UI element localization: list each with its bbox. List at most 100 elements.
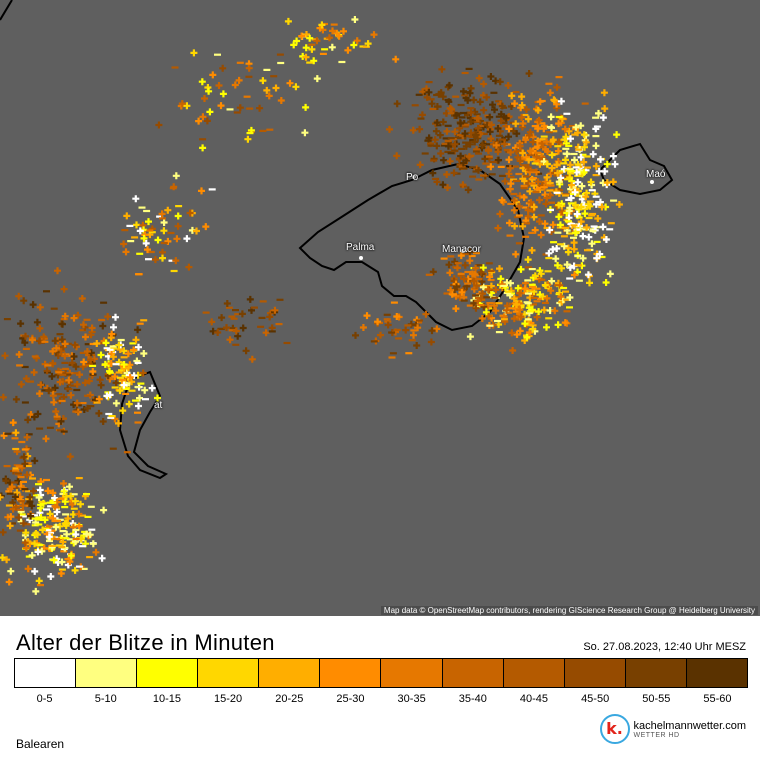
place-label-mao: Maó [646, 169, 666, 180]
lightning-strike [581, 210, 589, 218]
lightning-strike [190, 49, 198, 57]
lightning-strike [457, 252, 465, 260]
lightning-strike [501, 140, 508, 148]
lightning-strike [39, 526, 47, 534]
lightning-strike [478, 141, 486, 149]
lightning-strike [259, 77, 267, 85]
lightning-strike [402, 326, 410, 334]
lightning-strike [558, 264, 565, 272]
lightning-strikes [0, 16, 623, 595]
lightning-strike [550, 96, 558, 104]
lightning-strike [467, 129, 475, 137]
lightning-strike [553, 245, 561, 252]
legend-label: 50-55 [642, 693, 671, 705]
lightning-strike [33, 318, 41, 326]
lightning-strike [485, 312, 493, 320]
legend-label: 10-15 [152, 693, 181, 705]
lightning-strike [42, 435, 50, 443]
lightning-strike [444, 142, 452, 150]
lightning-strike [565, 127, 573, 135]
lightning-strike [95, 409, 103, 417]
lightning-strike [509, 347, 517, 354]
lightning-strike [515, 202, 523, 210]
lightning-strike [482, 308, 490, 316]
lightning-strike [431, 136, 439, 144]
lightning-strike [522, 106, 530, 113]
lightning-strike [63, 519, 70, 527]
lightning-strike [571, 271, 578, 279]
lightning-strike [364, 40, 372, 48]
lightning-strike [202, 223, 210, 231]
lightning-strike [542, 200, 550, 208]
lightning-strike [111, 373, 119, 381]
lightning-strike [170, 183, 178, 191]
lightning-strike [15, 351, 23, 358]
lightning-strike [141, 386, 149, 394]
lightning-strike [298, 32, 306, 40]
lightning-strike [528, 246, 536, 254]
lightning-strike [151, 256, 159, 264]
lightning-strike [7, 513, 15, 521]
lightning-strike [432, 127, 440, 135]
lightning-strike [464, 96, 472, 104]
lightning-strike [427, 338, 435, 346]
lightning-strike [130, 346, 138, 354]
lightning-strike [524, 256, 532, 264]
map-attribution: Map data © OpenStreetMap contributors, r… [380, 606, 758, 615]
lightning-strike [522, 136, 530, 144]
lightning-strike [609, 178, 617, 186]
lightning-strike [505, 156, 513, 164]
lightning-strike [223, 324, 230, 332]
lightning-strike [54, 267, 61, 275]
lightning-strike [428, 327, 436, 335]
lightning-strike [521, 177, 529, 185]
lightning-strike [465, 153, 473, 161]
lightning-strike [513, 147, 520, 155]
lightning-strike [57, 570, 65, 577]
legend-swatch [198, 659, 260, 687]
lightning-strike [160, 219, 168, 226]
lightning-strike [476, 98, 484, 106]
lightning-strike [37, 381, 45, 389]
legend-panel: Alter der Blitze in Minuten So. 27.08.20… [0, 616, 760, 760]
lightning-strike [486, 128, 494, 136]
lightning-strike [504, 82, 512, 89]
lightning-strike [183, 102, 191, 110]
coastline-corner [0, 0, 13, 21]
lightning-strike [505, 125, 513, 133]
lightning-strike [142, 239, 150, 247]
lightning-strike [470, 277, 478, 285]
lightning-strike [571, 156, 578, 164]
lightning-strike [262, 329, 270, 337]
lightning-strike [75, 510, 83, 518]
lightning-strike [567, 135, 574, 143]
brand-logo[interactable]: k. kachelmannwetter.com WETTER HD [599, 713, 746, 745]
lightning-strike [528, 175, 536, 183]
lightning-strike [535, 116, 543, 124]
lightning-strike [553, 161, 561, 169]
lightning-strike [126, 373, 134, 381]
lightning-strike [554, 147, 562, 155]
lightning-strike [534, 106, 542, 114]
lightning-strike [47, 573, 55, 580]
lightning-strike [71, 566, 79, 574]
lightning-strike [416, 125, 424, 133]
lightning-strike [87, 331, 95, 339]
lightning-strike [479, 264, 487, 272]
lightning-strike [63, 530, 71, 538]
lightning-strike [566, 161, 574, 169]
lightning-strike [112, 379, 120, 387]
lightning-map[interactable]: Palma Po Manacor Maó at Map data © OpenS… [0, 0, 760, 616]
lightning-strike [466, 89, 474, 97]
lightning-strike [423, 85, 430, 93]
lightning-strike [561, 125, 569, 133]
lightning-strike [514, 153, 522, 161]
lightning-strike [53, 508, 61, 516]
lightning-strike [467, 118, 475, 126]
lightning-strike [82, 333, 89, 341]
lightning-strike [594, 215, 602, 222]
lightning-strike [6, 522, 14, 530]
lightning-strike [30, 487, 37, 495]
lightning-strike [353, 37, 361, 45]
lightning-strike [602, 236, 610, 243]
